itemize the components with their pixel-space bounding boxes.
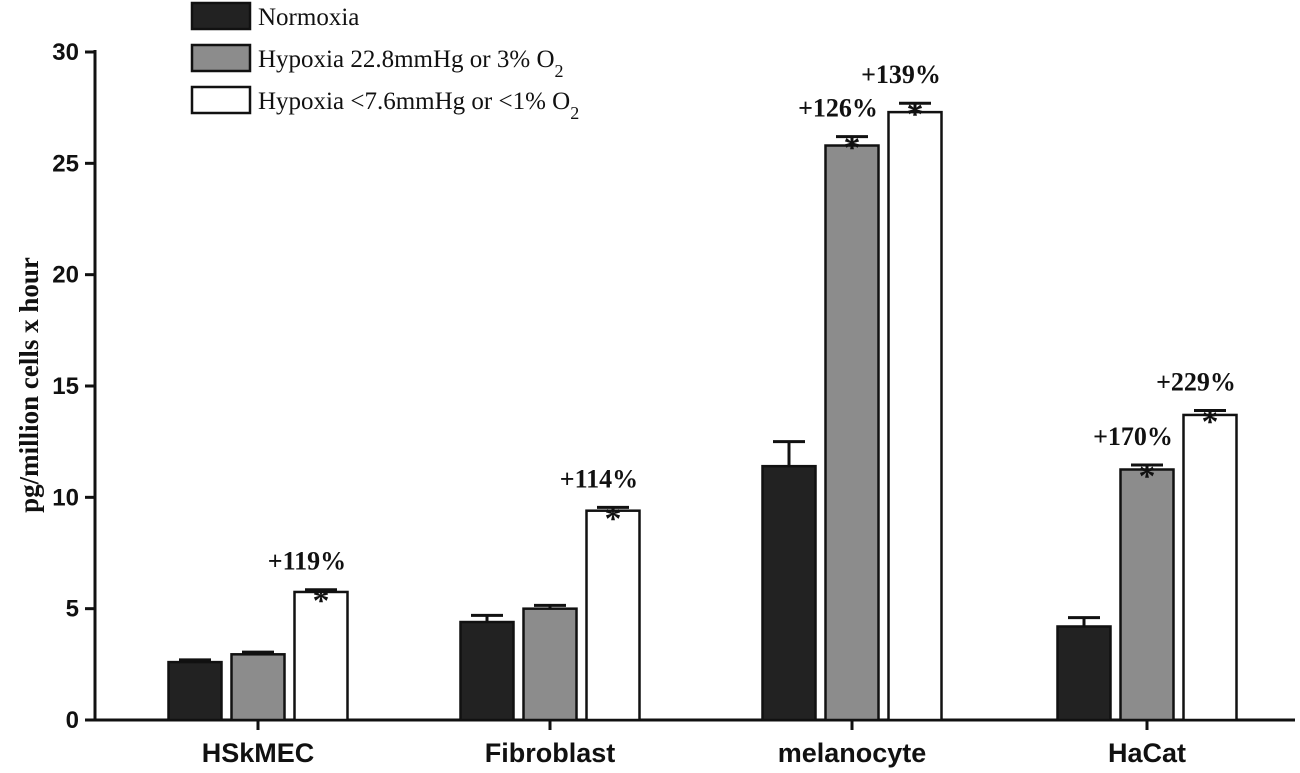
legend-label: Hypoxia 22.8mmHg or 3% O2 xyxy=(258,46,564,81)
bar xyxy=(459,620,515,722)
percent-change-label: +114% xyxy=(560,464,638,493)
x-tick-label: melanocyte xyxy=(778,738,927,768)
bar xyxy=(1182,413,1238,722)
significance-star: * xyxy=(844,130,861,167)
significance-star: * xyxy=(605,500,622,537)
x-tick-label: HSkMEC xyxy=(202,738,315,768)
y-tick-label: 0 xyxy=(66,707,79,734)
bar xyxy=(761,464,817,722)
significance-star: * xyxy=(1202,403,1219,440)
bars xyxy=(167,101,1238,722)
significance-star: * xyxy=(1139,458,1156,495)
annotations: * +119% * +114% * +126% * +139% * +170% * +229% xyxy=(268,60,1236,620)
axes: 0 5 10 15 20 25 30 HSkMEC Fibroblast melanocyte Ha… xyxy=(52,39,1295,768)
legend-swatch xyxy=(190,43,252,73)
legend-swatch xyxy=(190,85,252,115)
legend-swatch xyxy=(190,1,252,31)
bar xyxy=(1119,468,1175,722)
legend-label: Normoxia xyxy=(258,4,359,31)
y-tick-label: 10 xyxy=(52,484,79,511)
x-tick-label: HaCat xyxy=(1108,738,1186,768)
bar xyxy=(585,509,641,722)
percent-change-label: +229% xyxy=(1156,367,1236,396)
bar xyxy=(230,653,286,722)
bar xyxy=(887,110,943,722)
y-tick-label: 20 xyxy=(52,262,79,289)
bar xyxy=(293,590,349,722)
bar xyxy=(824,144,880,722)
y-tick-label: 30 xyxy=(52,39,79,66)
percent-change-label: +170% xyxy=(1093,422,1173,451)
percent-change-label: +119% xyxy=(268,547,346,576)
legend: Normoxia Hypoxia 22.8mmHg or 3% O2 Hypoxia… xyxy=(190,1,579,123)
x-tick-label: Fibroblast xyxy=(485,738,616,768)
y-tick-label: 5 xyxy=(66,596,79,623)
y-axis-label: pg/million cells x hour xyxy=(14,257,44,513)
legend-label: Hypoxia <7.6mmHg or <1% O2 xyxy=(258,88,579,123)
bar xyxy=(1056,625,1112,722)
y-tick-label: 15 xyxy=(52,373,79,400)
significance-star: * xyxy=(313,583,330,620)
percent-change-label: +139% xyxy=(861,60,941,89)
bar xyxy=(167,660,223,722)
significance-star: * xyxy=(907,96,924,133)
bar xyxy=(522,607,578,722)
y-tick-label: 25 xyxy=(52,150,79,177)
percent-change-label: +126% xyxy=(798,94,878,123)
